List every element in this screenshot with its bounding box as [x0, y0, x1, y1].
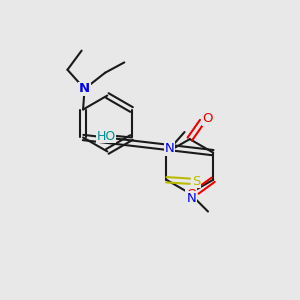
- Text: N: N: [165, 142, 175, 155]
- Text: S: S: [192, 175, 200, 188]
- Text: N: N: [186, 192, 196, 205]
- Text: HO: HO: [96, 130, 116, 142]
- Text: O: O: [186, 188, 196, 201]
- Text: N: N: [79, 82, 90, 95]
- Text: O: O: [202, 112, 213, 125]
